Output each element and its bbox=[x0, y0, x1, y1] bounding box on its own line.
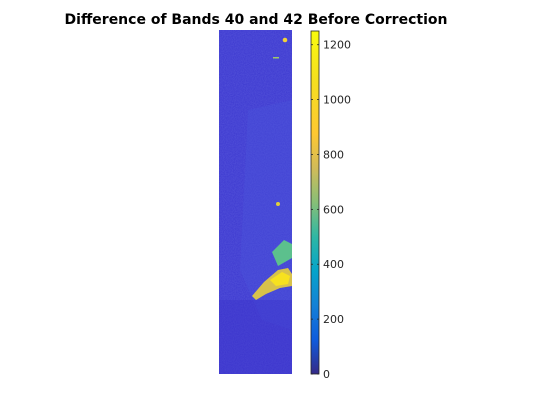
colorbar-gradient bbox=[310, 30, 320, 375]
feature-small-dot-mid bbox=[276, 202, 280, 206]
colorbar-tick-label: 600 bbox=[323, 203, 344, 216]
image-dark-region bbox=[219, 300, 292, 374]
colorbar-ticks: 0 200 400 600 800 1000 1200 bbox=[311, 39, 351, 381]
colorbar-tick-label: 200 bbox=[323, 313, 344, 326]
colorbar-tick-label: 400 bbox=[323, 258, 344, 271]
image-texture bbox=[219, 30, 292, 374]
colorbar-tick-label: 1200 bbox=[323, 39, 351, 52]
feature-small-dot-top bbox=[282, 37, 288, 43]
feature-upper-patch bbox=[272, 240, 292, 266]
colorbar-tick-label: 0 bbox=[323, 368, 330, 381]
heatmap-image bbox=[219, 30, 292, 374]
feature-streak bbox=[273, 57, 279, 59]
colorbar-tick-label: 1000 bbox=[323, 94, 351, 107]
colorbar-tick-label: 800 bbox=[323, 148, 344, 161]
chart-title: Difference of Bands 40 and 42 Before Cor… bbox=[65, 12, 448, 28]
feature-plume-core bbox=[270, 272, 290, 286]
colorbar: 0 200 400 600 800 1000 1200 bbox=[310, 30, 351, 381]
